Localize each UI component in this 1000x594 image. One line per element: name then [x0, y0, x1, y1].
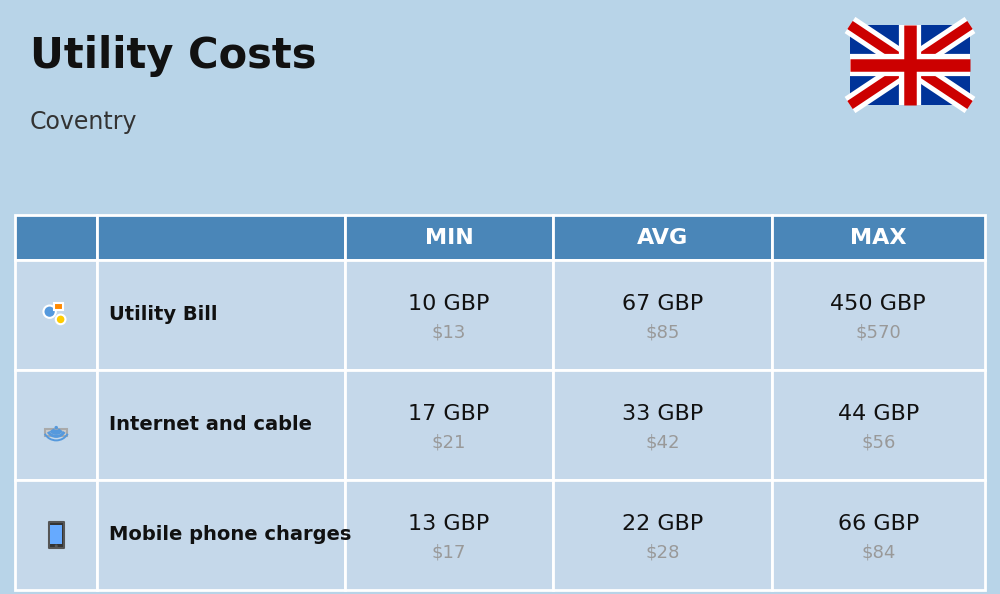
Text: Utility Bill: Utility Bill: [109, 305, 218, 324]
Bar: [97, 260, 345, 370]
Text: 33 GBP: 33 GBP: [622, 404, 703, 424]
Text: $17: $17: [432, 544, 466, 561]
Bar: [15, 480, 97, 590]
Bar: [772, 260, 985, 370]
Text: $85: $85: [645, 324, 680, 342]
Text: 17 GBP: 17 GBP: [408, 404, 490, 424]
Text: Coventry: Coventry: [30, 110, 138, 134]
Bar: [553, 260, 772, 370]
Text: $56: $56: [861, 434, 895, 451]
Circle shape: [55, 545, 58, 548]
Bar: [772, 370, 985, 480]
Circle shape: [56, 315, 65, 324]
Text: 44 GBP: 44 GBP: [838, 404, 919, 424]
Bar: [772, 215, 985, 260]
Text: $84: $84: [861, 544, 895, 561]
Text: $42: $42: [645, 434, 680, 451]
Bar: [345, 370, 553, 480]
Bar: [54, 303, 63, 309]
Bar: [45, 429, 67, 436]
Bar: [15, 370, 97, 480]
Bar: [49, 522, 64, 548]
Text: MIN: MIN: [425, 228, 473, 248]
Bar: [553, 480, 772, 590]
Text: 66 GBP: 66 GBP: [838, 514, 919, 534]
Bar: [345, 260, 553, 370]
Text: Mobile phone charges: Mobile phone charges: [109, 526, 352, 545]
Bar: [97, 480, 345, 590]
Text: 22 GBP: 22 GBP: [622, 514, 703, 534]
Text: Internet and cable: Internet and cable: [109, 415, 312, 434]
Bar: [15, 260, 97, 370]
Text: 67 GBP: 67 GBP: [622, 294, 703, 314]
Bar: [553, 370, 772, 480]
Circle shape: [43, 305, 56, 318]
Bar: [15, 215, 97, 260]
Bar: [553, 215, 772, 260]
Text: $570: $570: [855, 324, 901, 342]
Circle shape: [54, 426, 58, 429]
Text: 10 GBP: 10 GBP: [408, 294, 490, 314]
Bar: [345, 480, 553, 590]
Text: $21: $21: [432, 434, 466, 451]
Bar: [97, 215, 345, 260]
Text: Utility Costs: Utility Costs: [30, 35, 316, 77]
Text: AVG: AVG: [637, 228, 688, 248]
Text: $13: $13: [432, 324, 466, 342]
Text: MAX: MAX: [850, 228, 907, 248]
Bar: [97, 370, 345, 480]
Bar: [772, 480, 985, 590]
Text: 13 GBP: 13 GBP: [408, 514, 490, 534]
Bar: [850, 25, 970, 105]
Bar: [50, 525, 62, 544]
Text: $28: $28: [645, 544, 680, 561]
Text: 450 GBP: 450 GBP: [830, 294, 926, 314]
Bar: [345, 215, 553, 260]
